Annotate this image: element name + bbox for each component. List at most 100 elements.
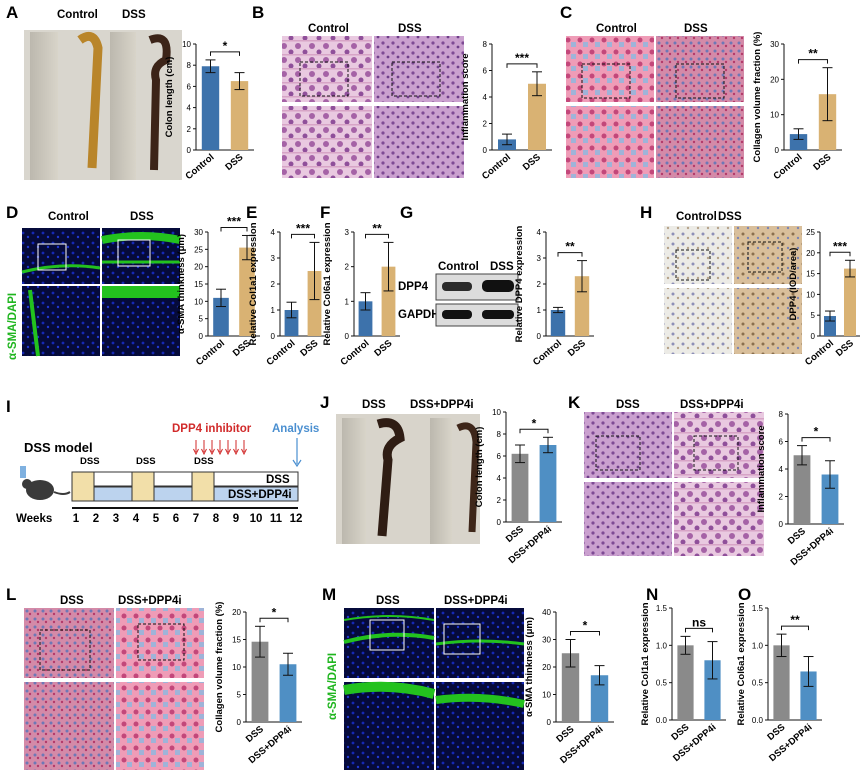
- y-axis-label: α-SMA thinkness (μm): [524, 617, 535, 717]
- y-tick-label: 8: [483, 40, 488, 49]
- i-week-12: 12: [290, 513, 303, 525]
- y-tick-label: 20: [194, 263, 203, 272]
- significance-label: ***: [833, 239, 847, 253]
- significance-bracket: [220, 226, 248, 232]
- significance-bracket: [210, 51, 240, 56]
- y-tick-label: 0: [775, 146, 780, 155]
- y-tick-label: 4: [483, 93, 488, 102]
- x-category-label: DSS: [504, 524, 526, 545]
- bar: [818, 94, 837, 150]
- i-week-6: 6: [173, 513, 179, 525]
- bar: [821, 474, 839, 524]
- panel-letter-l: L: [6, 585, 16, 604]
- d-label-dss: DSS: [130, 211, 154, 223]
- significance-bracket: [291, 233, 315, 239]
- y-tick-label: 0.5: [752, 679, 764, 688]
- chart-e: 0 1 2 3 4 Relative Col1a1 expression Control DS…: [248, 221, 326, 368]
- masson-c: [566, 36, 744, 178]
- y-tick-label: 1: [345, 297, 350, 306]
- m-label-dss-dpp4i: DSS+DPP4i: [444, 595, 508, 607]
- panel-letter-o: O: [738, 585, 751, 604]
- y-tick-label: 0.5: [656, 679, 668, 688]
- y-tick-label: 0: [199, 332, 204, 341]
- x-category-label: Control: [771, 152, 804, 182]
- i-week-2: 2: [93, 513, 99, 525]
- x-category-label: DSS: [372, 338, 394, 359]
- i-dss-mark-3: DSS: [194, 456, 214, 467]
- panel-letter-k: K: [568, 393, 581, 412]
- bar: [284, 310, 299, 336]
- i-week-5: 5: [153, 513, 160, 525]
- i-inhibitor-arrowhead: [201, 448, 207, 456]
- y-tick-label: 6: [779, 438, 784, 447]
- y-tick-label: 1: [271, 306, 276, 315]
- y-tick-label: 5: [811, 311, 816, 320]
- x-category-label: DSS: [223, 152, 245, 173]
- histology-k: [584, 412, 764, 556]
- x-category-label: DSS: [834, 338, 856, 359]
- b-label-control: Control: [308, 23, 349, 35]
- y-tick-label: 0: [497, 518, 502, 527]
- i-inhibitor-arrowhead: [241, 448, 247, 456]
- significance-label: **: [790, 613, 800, 627]
- bar: [550, 310, 566, 336]
- y-tick-label: 6: [187, 82, 192, 91]
- k-label-dss: DSS: [616, 399, 640, 411]
- chart-g: 0 1 2 3 4 Relative DPP4 expression Control DSS *…: [514, 225, 594, 368]
- histology-b: [282, 36, 464, 178]
- h-label-control: Control: [676, 211, 717, 223]
- x-category-label: Control: [338, 338, 371, 368]
- y-axis-label: Relative Col1a1 expression: [640, 602, 651, 725]
- panel-letter-m: M: [322, 585, 336, 604]
- x-category-label: DSS: [566, 338, 588, 359]
- significance-bracket: [557, 252, 583, 257]
- colon-photo-a: [24, 30, 182, 180]
- chart-b: 0 2 4 6 8 Inflammation score Control DSS ***: [460, 40, 552, 182]
- x-category-label: Control: [183, 152, 216, 182]
- bar: [279, 664, 297, 722]
- y-tick-label: 4: [187, 104, 192, 113]
- y-tick-label: 10: [492, 408, 501, 417]
- chart-o: 0.0 0.5 1.0 1.5 Relative Col6a1 expression DS…: [736, 602, 822, 764]
- significance-bracket: [506, 63, 538, 68]
- l-label-dss-dpp4i: DSS+DPP4i: [118, 595, 182, 607]
- y-tick-label: 30: [542, 636, 551, 645]
- y-tick-label: 2: [779, 493, 784, 502]
- bar: [844, 268, 856, 336]
- significance-label: *: [272, 605, 277, 619]
- y-tick-label: 0.0: [656, 716, 668, 725]
- x-category-label: Control: [803, 338, 836, 368]
- bar: [789, 134, 808, 150]
- mouse-icon: [20, 466, 71, 500]
- x-category-label: DSS: [521, 152, 543, 173]
- y-tick-label: 0: [547, 718, 552, 727]
- significance-label: ns: [692, 615, 706, 629]
- significance-label: **: [372, 221, 382, 235]
- significance-bracket: [685, 627, 713, 633]
- i-inhibitor-label: DPP4 inhibitor: [172, 423, 252, 435]
- m-side-label-asma-dapi: α-SMA/DAPI: [327, 653, 339, 720]
- i-inhibitor-arrowhead: [209, 448, 215, 456]
- significance-bracket: [519, 428, 549, 434]
- significance-label: *: [532, 416, 537, 430]
- i-bar-label-dss-dpp4i: DSS+DPP4i: [228, 489, 292, 501]
- y-axis-label: Collagen volume fraction (%): [752, 32, 763, 163]
- y-tick-label: 40: [542, 608, 551, 617]
- y-tick-label: 2: [483, 120, 488, 129]
- significance-label: ***: [515, 51, 529, 65]
- bar: [574, 276, 590, 336]
- panel-letter-h: H: [640, 203, 652, 222]
- fluorescence-d: [21, 228, 181, 357]
- y-tick-label: 0.0: [752, 716, 764, 725]
- h-label-dss: DSS: [718, 211, 742, 223]
- panel-letter-e: E: [246, 203, 257, 222]
- bar: [511, 453, 529, 522]
- bar: [561, 653, 580, 722]
- y-tick-label: 6: [497, 452, 502, 461]
- bar: [307, 271, 322, 336]
- y-tick-label: 0: [345, 332, 350, 341]
- panel-letter-a: A: [6, 3, 18, 22]
- x-category-label: DSS: [811, 152, 833, 173]
- significance-bracket: [570, 631, 600, 636]
- significance-bracket: [781, 625, 809, 631]
